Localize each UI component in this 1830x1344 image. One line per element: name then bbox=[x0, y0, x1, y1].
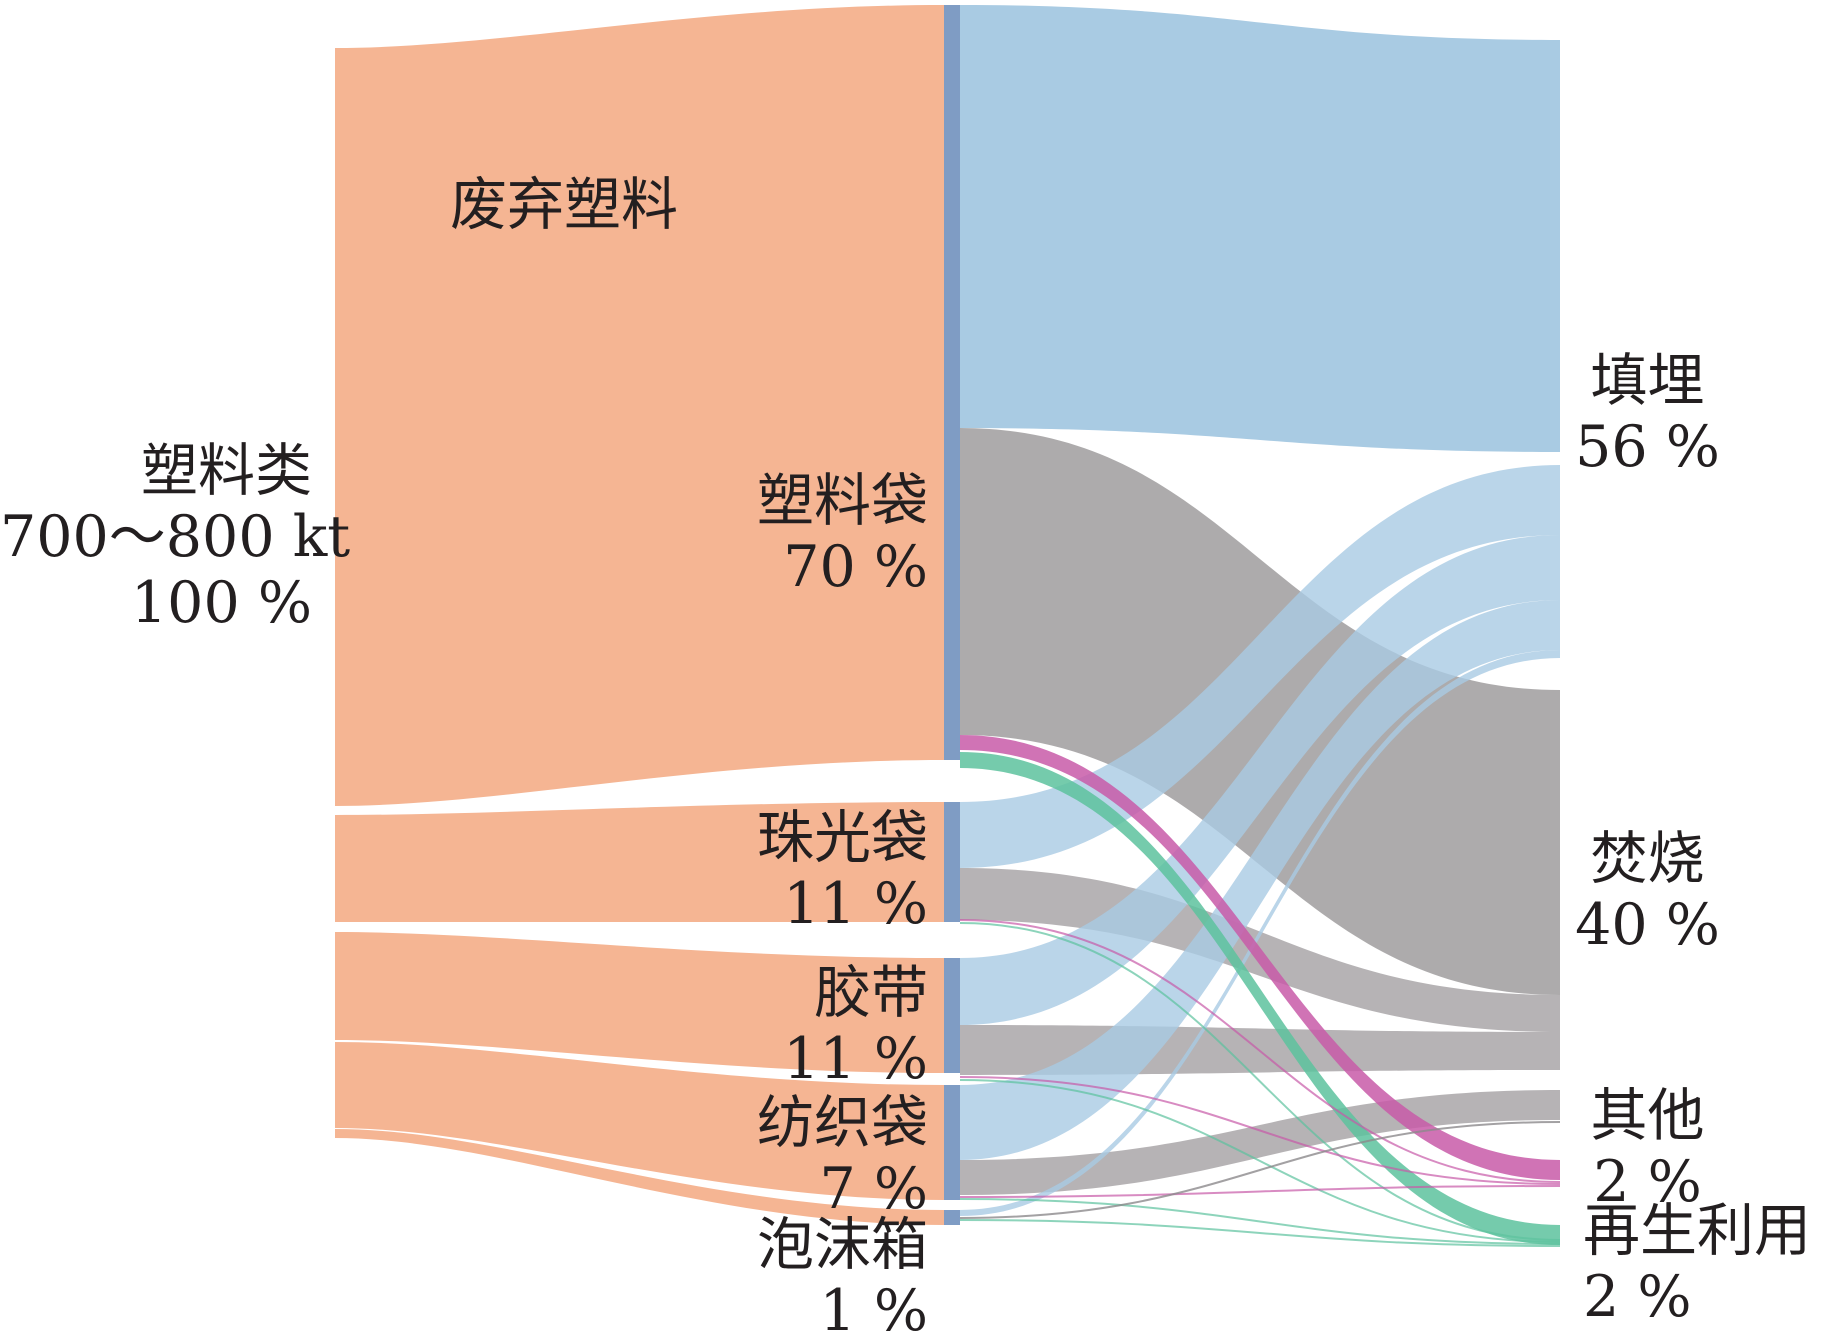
flow-source-to-tape bbox=[335, 932, 944, 1073]
diagram-title: 废弃塑料 bbox=[450, 172, 678, 238]
flow-minor-woven-recycling bbox=[959, 1198, 1561, 1245]
source-label: 塑料类 700～800 kt 100 % bbox=[0, 438, 351, 636]
flow-tape-to-landfill bbox=[960, 535, 1560, 1025]
category-name: 珠光袋 bbox=[757, 805, 928, 871]
destination-pct: 2 % bbox=[1593, 1149, 1702, 1215]
destination-name: 焚烧 bbox=[1590, 826, 1705, 892]
category-label-foam-box: 泡沫箱 1 % bbox=[700, 1212, 928, 1344]
category-name: 泡沫箱 bbox=[757, 1212, 928, 1278]
flow-plastic-bag-to-recycling bbox=[960, 752, 1560, 1245]
source-name: 塑料类 bbox=[141, 438, 312, 504]
destination-pct: 40 % bbox=[1575, 892, 1720, 958]
destination-name: 填埋 bbox=[1590, 348, 1705, 414]
category-pct: 11 % bbox=[783, 871, 928, 937]
category-pct: 11 % bbox=[783, 1026, 928, 1092]
category-label-pearl-bag: 珠光袋 11 % bbox=[700, 805, 928, 937]
node-bar-foam-box bbox=[944, 1210, 960, 1225]
category-name: 塑料袋 bbox=[757, 468, 928, 534]
flow-source-to-foam-box bbox=[335, 1129, 944, 1225]
destination-name: 其他 bbox=[1590, 1083, 1705, 1149]
flow-minor-tape-other bbox=[959, 1076, 1561, 1185]
flow-minor-pearl-recycling bbox=[959, 922, 1561, 1241]
category-pct: 70 % bbox=[783, 534, 928, 600]
flow-minor-foam-incineration bbox=[959, 1121, 1561, 1219]
flow-minor-woven-other bbox=[959, 1185, 1561, 1198]
flow-source-to-woven-bag bbox=[335, 1042, 944, 1200]
flow-woven-bag-to-landfill bbox=[960, 600, 1560, 1160]
flow-source-to-plastic-bag bbox=[335, 5, 944, 806]
category-label-tape: 胶带 11 % bbox=[700, 960, 928, 1092]
flow-source-to-pearl-bag bbox=[335, 802, 944, 922]
category-name: 纺织袋 bbox=[757, 1090, 928, 1156]
source-amount: 700～800 kt bbox=[0, 504, 351, 570]
source-pct: 100 % bbox=[130, 570, 312, 636]
flow-plastic-bag-to-incineration bbox=[960, 428, 1560, 995]
node-bar-tape bbox=[944, 958, 960, 1073]
flow-plastic-bag-to-other bbox=[960, 735, 1560, 1180]
node-bar-woven-bag bbox=[944, 1085, 960, 1200]
destination-pct: 2 % bbox=[1583, 1264, 1692, 1330]
category-name: 胶带 bbox=[814, 960, 928, 1026]
node-bar-pearl-bag bbox=[944, 802, 960, 922]
destination-label-recycling: 再生利用 2 % bbox=[1583, 1198, 1811, 1330]
destination-label-incineration: 焚烧 40 % bbox=[1575, 826, 1720, 958]
destination-flows bbox=[959, 5, 1561, 1247]
flow-minor-tape-recycling bbox=[959, 1079, 1561, 1243]
flow-pearl-bag-to-landfill bbox=[960, 465, 1560, 868]
node-bar-plastic-bag bbox=[944, 5, 960, 760]
category-label-plastic-bag: 塑料袋 70 % bbox=[700, 468, 928, 600]
destination-label-other: 其他 2 % bbox=[1575, 1083, 1720, 1215]
source-flows bbox=[335, 5, 944, 1225]
category-pct: 7 % bbox=[819, 1156, 928, 1222]
destination-pct: 56 % bbox=[1575, 414, 1720, 480]
category-label-woven-bag: 纺织袋 7 % bbox=[700, 1090, 928, 1222]
flow-plastic-bag-to-landfill bbox=[960, 5, 1560, 452]
flow-minor-foam-recycling bbox=[959, 1219, 1561, 1247]
category-node-bars bbox=[944, 5, 960, 1225]
destination-label-landfill: 填埋 56 % bbox=[1575, 348, 1720, 480]
category-pct: 1 % bbox=[819, 1278, 928, 1344]
flow-foam-box-to-landfill bbox=[960, 650, 1560, 1216]
destination-name: 再生利用 bbox=[1583, 1198, 1811, 1264]
flow-minor-pearl-other bbox=[959, 919, 1561, 1183]
